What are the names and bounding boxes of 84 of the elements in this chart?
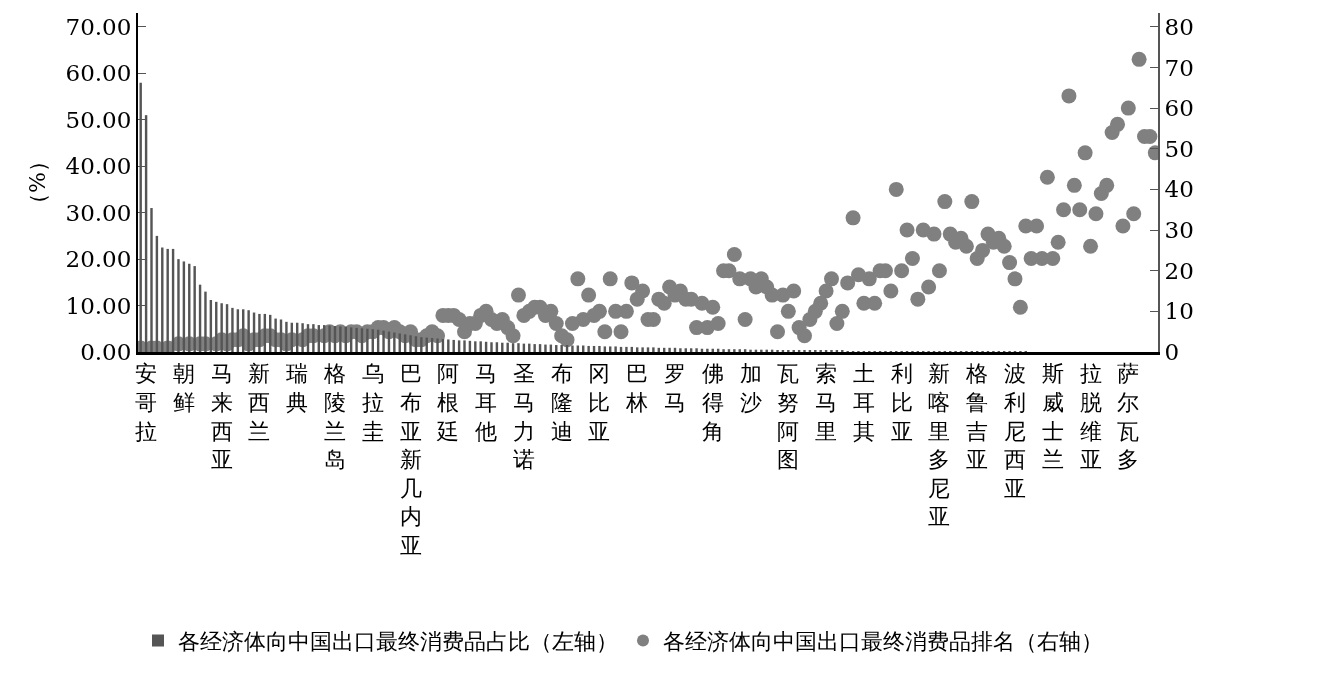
x-tick-label: 巴林 bbox=[625, 361, 649, 415]
legend-label: 各经济体向中国出口最终消费品占比（左轴） bbox=[178, 629, 618, 655]
bar bbox=[247, 310, 250, 352]
bar bbox=[220, 303, 223, 352]
y-tick-label: 0.00 bbox=[80, 339, 132, 366]
bar bbox=[722, 349, 725, 352]
y2-tick-label: 20 bbox=[1164, 257, 1194, 284]
x-tick-label: 冈比亚 bbox=[588, 361, 611, 444]
bar bbox=[490, 342, 493, 352]
bar bbox=[614, 346, 617, 352]
x-tick-label: 索马里 bbox=[815, 361, 838, 444]
x-tick-label: 朝鲜 bbox=[172, 361, 195, 415]
x-tick-label: 新喀里多尼亚 bbox=[928, 361, 951, 530]
y-tick-label: 70.00 bbox=[65, 13, 132, 40]
y-tick-label: 30.00 bbox=[65, 199, 132, 226]
bar bbox=[571, 345, 574, 352]
bar bbox=[161, 247, 164, 352]
bar bbox=[544, 344, 547, 352]
x-tick-label: 佛得角 bbox=[701, 361, 724, 444]
x-tick-label: 巴布亚新几内亚 bbox=[399, 361, 422, 558]
x-tick-label: 布隆迪 bbox=[550, 361, 573, 444]
y-tick-label: 10.00 bbox=[65, 292, 132, 319]
bar bbox=[733, 349, 736, 352]
bar bbox=[625, 346, 628, 352]
x-tick-label: 波利尼西亚 bbox=[1003, 361, 1026, 501]
bar bbox=[760, 349, 763, 352]
x-tick-label: 加沙 bbox=[739, 361, 762, 415]
bar bbox=[646, 347, 650, 352]
x-tick-label: 拉脱维亚 bbox=[1079, 361, 1102, 473]
y2-tick-label: 40 bbox=[1164, 176, 1194, 203]
y-tick-label: 50.00 bbox=[65, 106, 132, 133]
x-tick-label: 马耳他 bbox=[475, 361, 498, 444]
bar bbox=[679, 348, 682, 352]
y2-tick-label: 50 bbox=[1164, 135, 1194, 162]
bar bbox=[447, 339, 450, 352]
bar bbox=[436, 338, 439, 352]
bar bbox=[587, 345, 590, 352]
y2-tick-label: 30 bbox=[1164, 217, 1194, 244]
y-axis-title: （%） bbox=[24, 150, 50, 215]
bar bbox=[517, 343, 520, 352]
bar bbox=[598, 345, 601, 352]
x-tick-label: 圣马力诺 bbox=[512, 361, 535, 473]
bar bbox=[706, 348, 709, 352]
y2-tick-label: 0 bbox=[1164, 339, 1180, 366]
bar bbox=[463, 340, 466, 352]
x-tick-label: 阿根廷 bbox=[436, 361, 460, 444]
y-tick-label: 60.00 bbox=[65, 60, 132, 87]
y2-tick-label: 10 bbox=[1164, 298, 1194, 325]
x-tick-label: 瑞典 bbox=[286, 361, 309, 415]
bar bbox=[668, 347, 671, 352]
legend-label: 各经济体向中国出口最终消费品排名（右轴） bbox=[663, 629, 1103, 655]
x-tick-label: 格陵兰岛 bbox=[322, 361, 346, 473]
x-tick-label: 瓦努阿图 bbox=[777, 361, 800, 473]
y2-tick-label: 80 bbox=[1164, 13, 1194, 40]
x-tick-label: 新西兰 bbox=[248, 361, 271, 444]
x-tick-label: 安哥拉 bbox=[135, 361, 158, 444]
bar bbox=[635, 347, 639, 352]
bar bbox=[533, 344, 536, 352]
x-tick-label: 马来西亚 bbox=[210, 361, 233, 473]
y2-tick-label: 70 bbox=[1164, 54, 1194, 81]
bar bbox=[560, 345, 563, 352]
x-tick-label: 利比亚 bbox=[890, 361, 913, 444]
bar bbox=[749, 349, 752, 352]
bar bbox=[479, 341, 482, 352]
y-tick-label: 40.00 bbox=[65, 153, 132, 180]
x-tick-label: 罗马 bbox=[663, 361, 686, 415]
bar bbox=[393, 332, 396, 352]
bar bbox=[695, 348, 698, 352]
y2-tick-label: 60 bbox=[1164, 95, 1194, 122]
y-tick-label: 20.00 bbox=[65, 246, 132, 273]
x-tick-label: 萨尔瓦多 bbox=[1117, 361, 1140, 473]
bar bbox=[652, 347, 655, 352]
x-tick-label: 斯威士兰 bbox=[1041, 361, 1064, 473]
bar bbox=[501, 342, 504, 352]
x-tick-label: 格鲁吉亚 bbox=[965, 361, 989, 473]
bar bbox=[285, 321, 288, 352]
bar bbox=[177, 259, 180, 352]
bar bbox=[474, 341, 477, 352]
bar bbox=[166, 248, 169, 352]
x-tick-label: 土耳其 bbox=[852, 361, 875, 444]
bar bbox=[193, 266, 196, 352]
bar bbox=[641, 347, 644, 352]
bar bbox=[506, 342, 509, 352]
x-tick-label: 乌拉圭 bbox=[361, 361, 384, 444]
